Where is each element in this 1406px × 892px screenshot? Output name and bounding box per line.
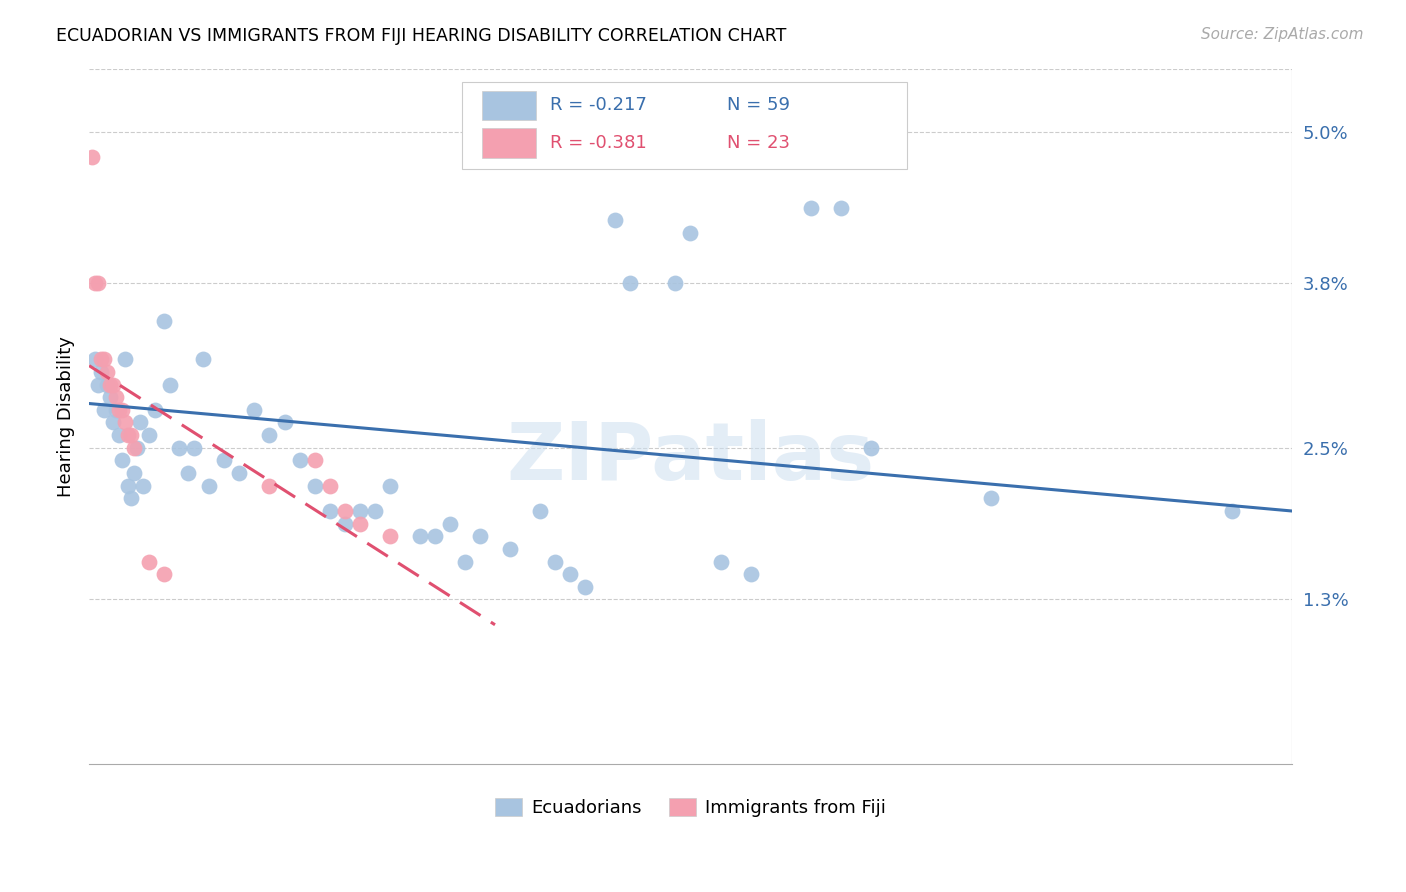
Text: N = 59: N = 59 bbox=[727, 96, 790, 114]
Point bbox=[138, 428, 160, 442]
Point bbox=[1220, 504, 1243, 518]
Point bbox=[679, 226, 702, 240]
Text: Source: ZipAtlas.com: Source: ZipAtlas.com bbox=[1201, 27, 1364, 42]
Point bbox=[120, 491, 142, 506]
Point bbox=[105, 402, 128, 417]
Point bbox=[529, 504, 551, 518]
Point bbox=[127, 441, 149, 455]
Point bbox=[153, 314, 176, 328]
Text: R = -0.217: R = -0.217 bbox=[550, 96, 647, 114]
Point bbox=[664, 277, 686, 291]
Point bbox=[84, 352, 107, 367]
Point bbox=[87, 377, 110, 392]
Point bbox=[111, 402, 134, 417]
Point bbox=[169, 441, 191, 455]
Point bbox=[193, 352, 215, 367]
Point bbox=[138, 555, 160, 569]
Point bbox=[859, 441, 882, 455]
Point bbox=[84, 277, 107, 291]
Text: ECUADORIAN VS IMMIGRANTS FROM FIJI HEARING DISABILITY CORRELATION CHART: ECUADORIAN VS IMMIGRANTS FROM FIJI HEARI… bbox=[56, 27, 786, 45]
Point bbox=[105, 390, 128, 404]
Point bbox=[439, 516, 461, 531]
Point bbox=[101, 377, 124, 392]
Point bbox=[93, 352, 115, 367]
Point bbox=[96, 365, 118, 379]
Point bbox=[454, 555, 477, 569]
Point bbox=[574, 580, 596, 594]
Point bbox=[98, 377, 121, 392]
Point bbox=[544, 555, 567, 569]
Point bbox=[108, 428, 131, 442]
Point bbox=[605, 213, 627, 227]
Point bbox=[259, 428, 281, 442]
Text: N = 23: N = 23 bbox=[727, 134, 790, 152]
Point bbox=[114, 352, 136, 367]
Point bbox=[980, 491, 1002, 506]
Point bbox=[122, 441, 145, 455]
Legend: Ecuadorians, Immigrants from Fiji: Ecuadorians, Immigrants from Fiji bbox=[488, 790, 893, 824]
Point bbox=[129, 416, 152, 430]
Point bbox=[423, 529, 446, 543]
FancyBboxPatch shape bbox=[463, 82, 907, 169]
Point bbox=[378, 479, 401, 493]
Point bbox=[159, 377, 181, 392]
Point bbox=[273, 416, 295, 430]
Point bbox=[214, 453, 236, 467]
Point bbox=[364, 504, 387, 518]
Point bbox=[117, 428, 139, 442]
Y-axis label: Hearing Disability: Hearing Disability bbox=[58, 335, 75, 497]
Point bbox=[98, 390, 121, 404]
Point bbox=[740, 567, 762, 582]
Point bbox=[709, 555, 731, 569]
Point bbox=[349, 516, 371, 531]
Text: ZIPatlas: ZIPatlas bbox=[506, 419, 875, 497]
Point bbox=[349, 504, 371, 518]
Point bbox=[132, 479, 155, 493]
Point bbox=[333, 516, 356, 531]
Point bbox=[318, 504, 340, 518]
Point bbox=[378, 529, 401, 543]
Point bbox=[90, 352, 112, 367]
Point bbox=[122, 466, 145, 480]
Point bbox=[117, 479, 139, 493]
Point bbox=[800, 201, 823, 215]
Point bbox=[87, 277, 110, 291]
Point bbox=[243, 402, 266, 417]
Point bbox=[333, 504, 356, 518]
Point bbox=[288, 453, 311, 467]
Point bbox=[560, 567, 582, 582]
Point bbox=[111, 453, 134, 467]
Point bbox=[468, 529, 491, 543]
Point bbox=[80, 150, 103, 164]
Point bbox=[96, 377, 118, 392]
Point bbox=[153, 567, 176, 582]
Point bbox=[304, 453, 326, 467]
Point bbox=[101, 416, 124, 430]
Bar bbox=[482, 128, 537, 158]
Point bbox=[120, 428, 142, 442]
Point bbox=[198, 479, 221, 493]
Point bbox=[304, 479, 326, 493]
Point bbox=[143, 402, 166, 417]
Point bbox=[108, 402, 131, 417]
Bar bbox=[482, 91, 537, 120]
Point bbox=[177, 466, 200, 480]
Point bbox=[114, 416, 136, 430]
Point bbox=[90, 365, 112, 379]
Point bbox=[93, 402, 115, 417]
Point bbox=[183, 441, 205, 455]
Point bbox=[409, 529, 432, 543]
Point bbox=[318, 479, 340, 493]
Point bbox=[259, 479, 281, 493]
Text: R = -0.381: R = -0.381 bbox=[550, 134, 647, 152]
Point bbox=[228, 466, 250, 480]
Point bbox=[499, 541, 522, 556]
Point bbox=[619, 277, 641, 291]
Point bbox=[830, 201, 852, 215]
